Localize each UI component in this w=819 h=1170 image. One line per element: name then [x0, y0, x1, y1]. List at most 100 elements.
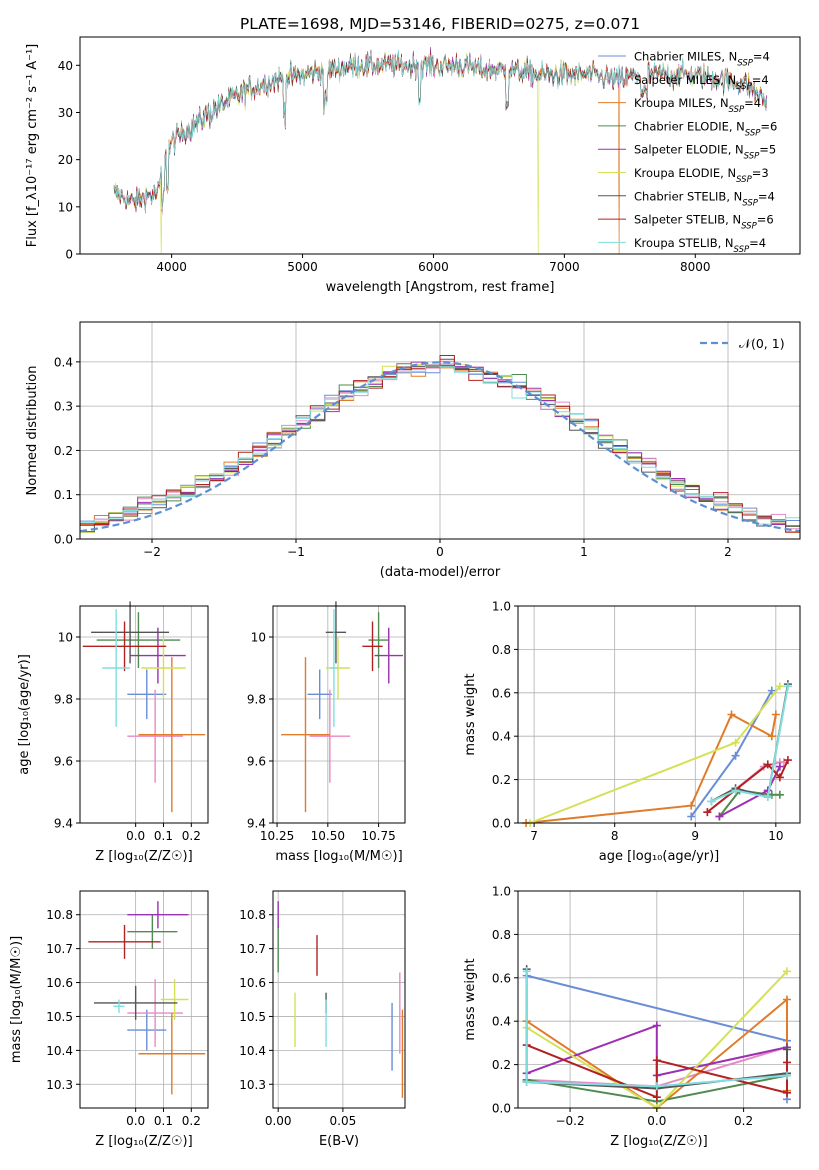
weight-marker [782, 1088, 791, 1097]
y-tick-label: 0 [65, 248, 73, 262]
y-tick-label: 1.0 [492, 885, 511, 899]
weight-marker [782, 995, 791, 1004]
legend-label: Salpeter STELIB, NSSP=6 [634, 213, 774, 232]
legend-subscript: SSP [741, 222, 757, 232]
plot-area-age_vs_mass [281, 601, 403, 813]
legend-label: Chabrier ELODIE, NSSP=6 [634, 119, 777, 138]
axes-age_vs_mass: 10.25 10.50 10.75 9.4 9.6 9.8 10 mass [log₁₀(M/… [247, 601, 406, 864]
x-tick-label: −0.2 [555, 1114, 584, 1128]
y-tick-label: 0.2 [492, 1058, 511, 1072]
axes-mass_vs_EBV: 0.00 0.05 10.3 10.4 10.5 10.6 10.7 10.8 E(B-V) [239, 890, 406, 1149]
weight-marker [652, 1082, 661, 1091]
x-axis-label: wavelength [Angstrom, rest frame] [326, 280, 555, 295]
weight-marker [775, 790, 784, 799]
legend-label: Kroupa MILES, NSSP=4 [634, 96, 761, 115]
x-tick-label: 0.2 [734, 1114, 753, 1128]
y-tick-label: 9.8 [54, 693, 73, 707]
x-axis-label: E(B-V) [319, 1134, 359, 1149]
weight-marker [782, 1058, 791, 1067]
x-tick-label: 2 [724, 545, 732, 559]
y-tick-label: 1.0 [492, 600, 511, 614]
y-tick-label: 10.7 [239, 942, 266, 956]
x-tick-label: 0.1 [154, 829, 173, 843]
x-tick-label: 10.25 [260, 829, 294, 843]
y-tick-label: 10 [251, 631, 266, 645]
plot-area-weight_vs_age [522, 680, 792, 827]
y-axis-label: mass [log₁₀(M/M☉)] [9, 936, 24, 1063]
weight-marker [782, 1071, 791, 1080]
legend-subscript: SSP [737, 59, 753, 69]
x-tick-label: 8 [611, 829, 619, 843]
weight-line [525, 971, 788, 1088]
y-tick-label: 0.8 [492, 928, 511, 942]
x-tick-label: 0.1 [154, 1114, 173, 1128]
weight-marker [652, 1021, 661, 1030]
x-axis-label: age [log₁₀(age/yr)] [599, 849, 720, 864]
x-tick-label: 0.0 [126, 1114, 145, 1128]
y-tick-label: 0.2 [54, 444, 73, 458]
x-tick-label: 4000 [156, 260, 187, 274]
legend-subscript: SSP [734, 245, 750, 255]
x-tick-label: 0.0 [647, 1114, 666, 1128]
y-axis-label: Flux [f_λ10⁻¹⁷ erg cm⁻² s⁻¹ A⁻¹] [25, 44, 40, 248]
x-tick-label: 0.2 [182, 1114, 201, 1128]
x-tick-label: 9 [691, 829, 699, 843]
y-axis-label: Normed distribution [25, 366, 40, 496]
axes-frame [79, 36, 801, 255]
x-tick-label: 1 [580, 545, 588, 559]
weight-marker [731, 738, 740, 747]
y-tick-label: 10.6 [239, 976, 266, 990]
normal-curve [79, 361, 801, 533]
y-tick-label: 9.4 [247, 817, 266, 831]
plot-area-mass_vs_Z [88, 901, 206, 1095]
weight-marker [763, 792, 772, 801]
x-tick-label: −1 [287, 545, 305, 559]
y-tick-label: 0.6 [492, 971, 511, 985]
histogram-kroupa-stelib [80, 365, 800, 533]
x-tick-label: 0.00 [265, 1114, 292, 1128]
legend-label: Salpeter ELODIE, NSSP=5 [634, 143, 776, 162]
y-tick-label: 0.2 [492, 773, 511, 787]
y-tick-label: 10.5 [46, 1010, 73, 1024]
y-tick-label: 10.4 [46, 1044, 73, 1058]
y-tick-label: 10.5 [239, 1010, 266, 1024]
x-tick-label: 7 [530, 829, 538, 843]
x-tick-label: 0.0 [126, 829, 145, 843]
plot-area-mass_vs_EBV [277, 901, 404, 1098]
x-axis-label: Z [log₁₀(Z/Z☉)] [95, 849, 192, 864]
x-tick-label: 10 [768, 829, 783, 843]
y-tick-label: 0.0 [54, 533, 73, 547]
y-tick-label: 0.0 [492, 817, 511, 831]
x-tick-label: 6000 [418, 260, 449, 274]
legend-subscript: SSP [744, 152, 760, 162]
x-tick-label: 10.75 [361, 829, 395, 843]
y-tick-label: 10.8 [46, 908, 73, 922]
x-tick-label: 0 [436, 545, 444, 559]
x-tick-label: 0.05 [330, 1114, 357, 1128]
weight-line [710, 686, 789, 803]
x-tick-label: 10.50 [311, 829, 345, 843]
weight-marker [783, 756, 792, 765]
y-tick-label: 10.3 [46, 1078, 73, 1092]
weight-marker [715, 812, 724, 821]
weight-marker [522, 967, 531, 976]
y-tick-label: 0.1 [54, 488, 73, 502]
legend-label: Kroupa ELODIE, NSSP=3 [634, 166, 769, 185]
x-axis-label: (data-model)/error [380, 565, 501, 580]
x-axis-label: Z [log₁₀(Z/Z☉)] [610, 1134, 707, 1149]
y-tick-label: 10.7 [46, 942, 73, 956]
y-tick-label: 9.4 [54, 817, 73, 831]
legend-subscript: SSP [736, 82, 752, 92]
weight-marker [687, 801, 696, 810]
axes-frame [79, 890, 209, 1109]
axes-frame [272, 890, 406, 1109]
y-tick-label: 0.6 [492, 686, 511, 700]
legend-subscript: SSP [745, 128, 761, 138]
x-axis-label: Z [log₁₀(Z/Z☉)] [95, 1134, 192, 1149]
plot-area-residuals: 𝒩(0, 1) [79, 336, 801, 533]
y-axis-label: age [log₁₀(age/yr)] [17, 654, 32, 775]
weight-line [690, 690, 773, 818]
legend-label: Kroupa STELIB, NSSP=4 [634, 236, 766, 255]
y-tick-label: 30 [58, 106, 73, 120]
